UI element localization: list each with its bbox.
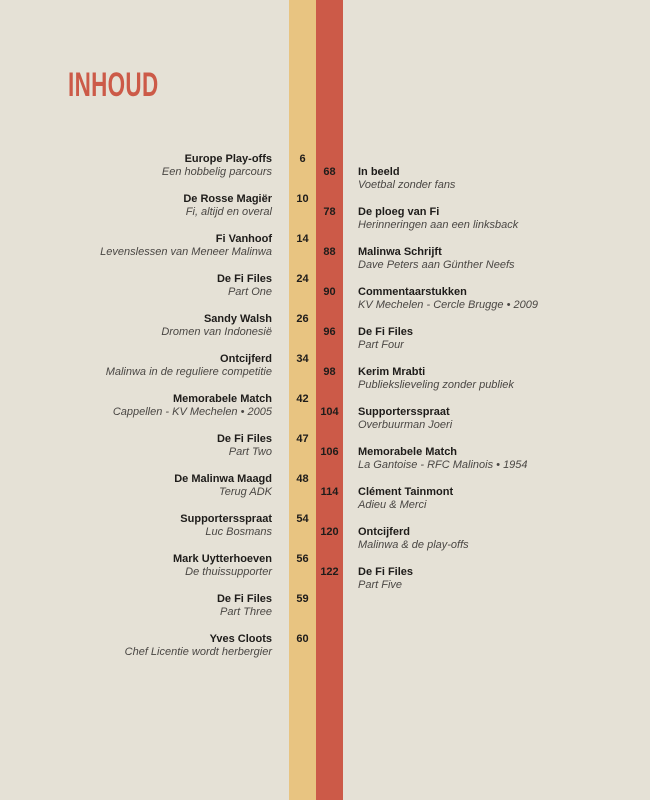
entry-subtitle: KV Mechelen - Cercle Brugge • 2009 — [358, 299, 538, 311]
toc-entry[interactable]: De Fi Files Part One — [12, 273, 272, 299]
page-number: 26 — [296, 313, 309, 325]
entry-title: Supportersspraat — [180, 513, 272, 525]
toc-entry[interactable]: Supportersspraat Luc Bosmans — [12, 513, 272, 539]
entry-title: Yves Cloots — [209, 633, 272, 645]
toc-entry[interactable]: De ploeg van Fi Herinneringen aan een lin… — [358, 206, 618, 232]
entry-subtitle: Een hobbelig parcours — [161, 166, 272, 178]
entry-subtitle: Adieu & Merci — [358, 499, 427, 511]
entry-subtitle: Chef Licentie wordt herbergier — [124, 646, 272, 658]
entry-title: In beeld — [358, 166, 400, 178]
entry-subtitle: Part Five — [358, 579, 403, 591]
toc-entry[interactable]: De Fi Files Part Three — [12, 593, 272, 619]
page-number: 47 — [296, 433, 309, 445]
page-number: 59 — [296, 593, 309, 605]
toc-entry[interactable]: De Fi Files Part Five — [358, 566, 618, 592]
entry-subtitle: Dave Peters aan Günther Neefs — [358, 259, 515, 271]
toc-entry[interactable]: Memorabele Match La Gantoise - RFC Malino… — [358, 446, 618, 472]
toc-entry[interactable]: De Fi Files Part Two — [12, 433, 272, 459]
page-number: 104 — [320, 406, 339, 418]
entry-title: Kerim Mrabti — [358, 366, 426, 378]
entry-subtitle: Herinneringen aan een linksback — [358, 219, 519, 231]
toc-entry[interactable]: Malinwa Schrijft Dave Peters aan Günther … — [358, 246, 618, 272]
page-number: 42 — [296, 393, 309, 405]
red-stripe — [316, 0, 343, 800]
entry-title: Europe Play-offs — [184, 153, 272, 165]
toc-entry[interactable]: Supportersspraat Overbuurman Joeri — [358, 406, 618, 432]
page-number: 90 — [323, 286, 336, 298]
page-number: 14 — [296, 233, 309, 245]
toc-entry[interactable]: Europe Play-offs Een hobbelig parcours — [12, 153, 272, 179]
entry-title: Ontcijferd — [358, 526, 410, 538]
toc-entry[interactable]: Fi Vanhoof Levenslessen van Meneer Malinw… — [12, 233, 272, 259]
toc-entry[interactable]: Yves Cloots Chef Licentie wordt herbergie… — [12, 633, 272, 659]
page-number: 10 — [296, 193, 309, 205]
entry-subtitle: Part Four — [358, 339, 404, 351]
page-number: 56 — [296, 553, 309, 565]
toc-entry[interactable]: De Malinwa Maagd Terug ADK — [12, 473, 272, 499]
entry-title: Commentaarstukken — [358, 286, 467, 298]
toc-entry[interactable]: In beeld Voetbal zonder fans — [358, 166, 618, 192]
page-number: 24 — [296, 273, 309, 285]
entry-subtitle: Malinwa & de play-offs — [358, 539, 469, 551]
page-number: 6 — [299, 153, 306, 165]
toc-entry[interactable]: Ontcijferd Malinwa in de reguliere compet… — [12, 353, 272, 379]
entry-title: De Fi Files — [216, 593, 272, 605]
entry-subtitle: Part One — [227, 286, 272, 298]
entry-title: De Fi Files — [358, 326, 414, 338]
page-number: 88 — [323, 246, 336, 258]
toc-entry[interactable]: Commentaarstukken KV Mechelen - Cercle Br… — [358, 286, 618, 312]
entry-subtitle: Part Two — [228, 446, 272, 458]
entry-subtitle: Terug ADK — [219, 486, 272, 498]
entry-subtitle: Publiekslieveling zonder publiek — [358, 379, 514, 391]
yellow-stripe — [289, 0, 316, 800]
entry-title: Clément Tainmont — [358, 486, 454, 498]
page-number: 78 — [323, 206, 336, 218]
entry-title: Memorabele Match — [172, 393, 272, 405]
entry-subtitle: De thuissupporter — [185, 566, 272, 578]
entry-subtitle: Voetbal zonder fans — [358, 179, 456, 191]
page-number: 48 — [296, 473, 309, 485]
entry-subtitle: Fi, altijd en overal — [185, 206, 272, 218]
page-number: 60 — [296, 633, 309, 645]
entry-title: De ploeg van Fi — [358, 206, 440, 218]
entry-subtitle: Overbuurman Joeri — [358, 419, 453, 431]
entry-title: Fi Vanhoof — [215, 233, 272, 245]
entry-title: De Fi Files — [216, 433, 272, 445]
toc-entry[interactable]: Kerim Mrabti Publiekslieveling zonder pub… — [358, 366, 618, 392]
toc-entry[interactable]: De Rosse Magiër Fi, altijd en overal — [12, 193, 272, 219]
entry-subtitle: Cappellen - KV Mechelen • 2005 — [112, 406, 272, 418]
entry-title: Supportersspraat — [358, 406, 450, 418]
toc-entry[interactable]: Mark Uytterhoeven De thuissupporter — [12, 553, 272, 579]
page-number: 54 — [296, 513, 309, 525]
page-number: 98 — [323, 366, 336, 378]
entry-subtitle: Dromen van Indonesië — [161, 326, 272, 338]
toc-entry[interactable]: Sandy Walsh Dromen van Indonesië — [12, 313, 272, 339]
entry-title: Malinwa Schrijft — [358, 246, 442, 258]
page-number: 120 — [320, 526, 339, 538]
page-number: 114 — [320, 486, 339, 498]
entry-subtitle: Part Three — [220, 606, 272, 618]
entry-title: De Fi Files — [358, 566, 414, 578]
entry-title: Ontcijferd — [220, 353, 272, 365]
entry-title: De Rosse Magiër — [183, 193, 272, 205]
entry-title: De Fi Files — [216, 273, 272, 285]
toc-entry[interactable]: Memorabele Match Cappellen - KV Mechelen … — [12, 393, 272, 419]
entry-subtitle: La Gantoise - RFC Malinois • 1954 — [358, 459, 528, 471]
page-number: 122 — [320, 566, 339, 578]
page-number: 106 — [320, 446, 339, 458]
entry-title: Sandy Walsh — [203, 313, 272, 325]
toc-entry[interactable]: De Fi Files Part Four — [358, 326, 618, 352]
page-number: 34 — [296, 353, 309, 365]
page-number: 68 — [323, 166, 336, 178]
entry-subtitle: Levenslessen van Meneer Malinwa — [100, 246, 272, 258]
entry-title: Memorabele Match — [358, 446, 458, 458]
entry-subtitle: Luc Bosmans — [205, 526, 272, 538]
entry-title: De Malinwa Maagd — [174, 473, 272, 485]
toc-entry[interactable]: Ontcijferd Malinwa & de play-offs — [358, 526, 618, 552]
entry-title: Mark Uytterhoeven — [172, 553, 272, 565]
entry-subtitle: Malinwa in de reguliere competitie — [105, 366, 272, 378]
page-number: 96 — [323, 326, 336, 338]
toc-entry[interactable]: Clément Tainmont Adieu & Merci — [358, 486, 618, 512]
page-title: INHOUD — [68, 66, 159, 104]
